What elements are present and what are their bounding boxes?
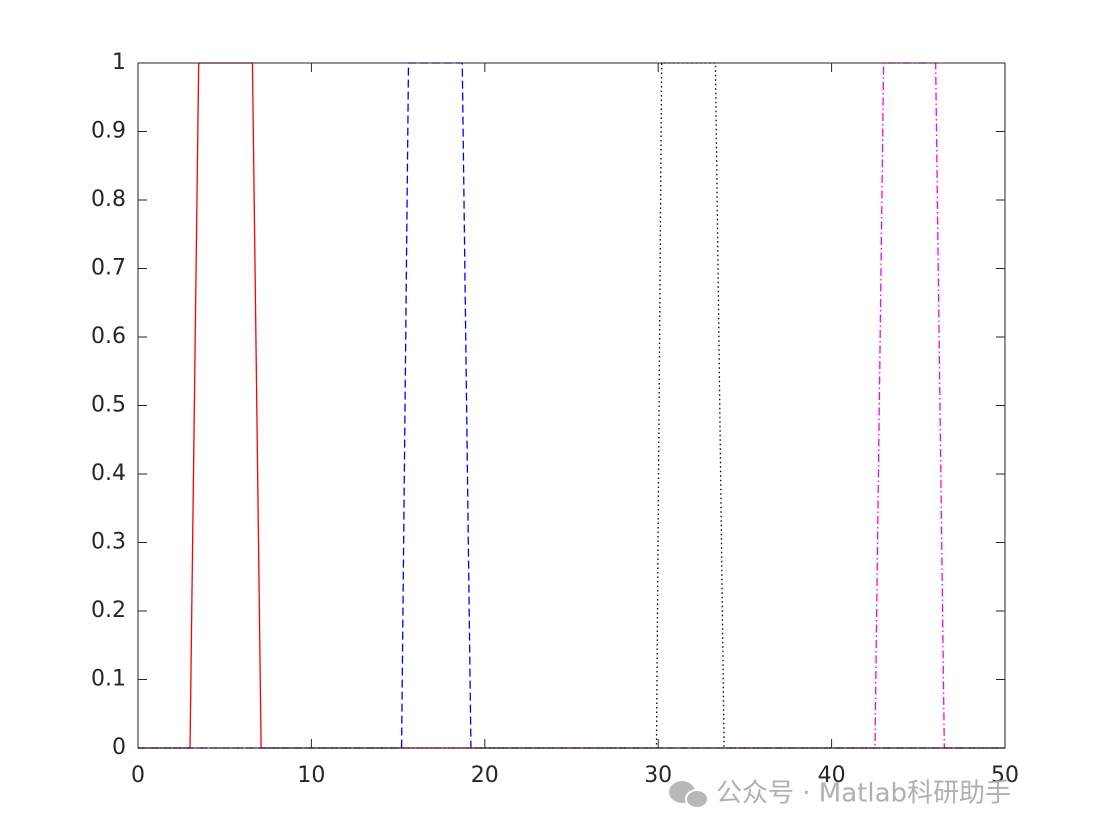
plot-area — [138, 63, 1005, 748]
x-tick-label: 0 — [131, 763, 145, 788]
y-tick-label: 1 — [112, 50, 126, 75]
y-tick-label: 0.3 — [91, 530, 126, 555]
x-tick-label: 10 — [297, 763, 325, 788]
y-tick-label: 0.2 — [91, 598, 126, 623]
x-tick-label: 20 — [471, 763, 499, 788]
y-tick-label: 0.1 — [91, 667, 126, 692]
y-tick-label: 0.6 — [91, 324, 126, 349]
watermark: 公众号 · Matlab科研助手 — [716, 779, 1011, 809]
y-tick-label: 0.8 — [91, 187, 126, 212]
y-tick-label: 0.4 — [91, 461, 126, 486]
wechat-icon — [669, 781, 709, 809]
y-tick-label: 0 — [112, 735, 126, 760]
y-tick-label: 0.9 — [91, 119, 126, 144]
x-tick-label: 40 — [818, 763, 846, 788]
x-tick-label: 30 — [644, 763, 672, 788]
x-tick-label: 50 — [991, 763, 1019, 788]
y-tick-label: 0.5 — [91, 393, 126, 418]
y-tick-label: 0.7 — [91, 256, 126, 281]
